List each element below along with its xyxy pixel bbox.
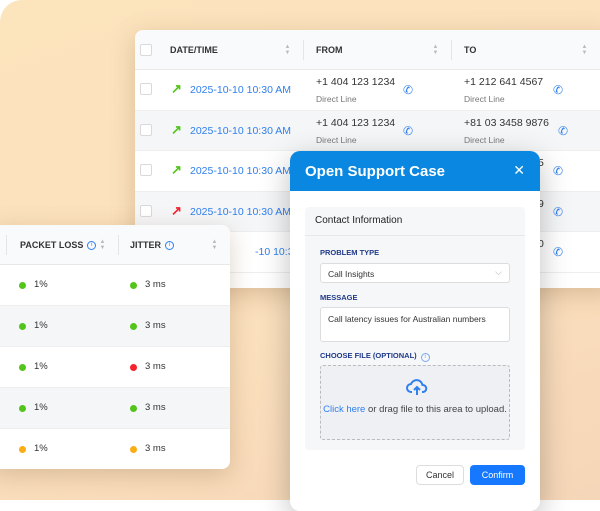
datetime-link[interactable]: 2025-10-10 10:30 AM xyxy=(190,205,291,218)
table-row[interactable]: ↗ 2025-10-10 10:30 AM +1 404 123 1234 Direc… xyxy=(135,110,600,151)
click-here-link[interactable]: Click here xyxy=(323,404,366,415)
divider xyxy=(118,235,119,255)
problem-type-label: PROBLEM TYPE xyxy=(320,248,380,257)
jitter-value: 3 ms xyxy=(145,402,166,413)
from-label: Direct Line xyxy=(316,134,357,145)
phone-icon[interactable]: ✆ xyxy=(553,164,564,178)
to-label: Direct Line xyxy=(464,134,505,145)
table-row[interactable]: 1% 3 ms xyxy=(0,429,230,469)
to-number: +1 212 641 4567 xyxy=(464,76,544,88)
from-label: Direct Line xyxy=(316,94,357,104)
status-dot xyxy=(19,282,26,289)
status-dot xyxy=(19,405,26,412)
jitter-value: 3 ms xyxy=(145,443,166,454)
section-title: Contact Information xyxy=(305,207,525,236)
divider xyxy=(303,40,304,60)
message-label: MESSAGE xyxy=(320,293,358,302)
problem-type-value: Call Insights xyxy=(328,269,375,279)
table-row[interactable]: 1% 3 ms xyxy=(0,306,230,347)
to-number: +81 03 3458 9876 xyxy=(464,116,549,129)
contact-information-section: Contact Information PROBLEM TYPE Call In… xyxy=(305,207,525,450)
to-number: 9 xyxy=(538,197,544,210)
cancel-button[interactable]: Cancel xyxy=(416,465,464,485)
to-number: 0 xyxy=(538,238,544,250)
outgoing-call-arrow-icon: ↗ xyxy=(171,202,182,218)
divider xyxy=(451,40,452,60)
status-dot xyxy=(130,323,137,330)
file-label-text: CHOOSE FILE (OPTIONAL) xyxy=(320,351,417,360)
phone-icon[interactable]: ✆ xyxy=(403,83,414,97)
support-case-modal: Open Support Case ✕ Contact Information … xyxy=(290,151,540,511)
header-jitter[interactable]: JITTER xyxy=(130,240,162,250)
row-checkbox[interactable] xyxy=(140,204,152,217)
to-number: 5 xyxy=(538,157,544,169)
header-packet-loss[interactable]: PACKET LOSS xyxy=(20,240,84,250)
status-dot xyxy=(19,364,26,371)
file-label: CHOOSE FILE (OPTIONAL) i xyxy=(320,351,430,362)
sort-icon[interactable]: ▲ ▼ xyxy=(581,44,588,56)
phone-icon[interactable]: ✆ xyxy=(553,83,564,97)
table-header: PACKET LOSS i ▲ ▼ JITTER i ▲ ▼ xyxy=(0,225,230,265)
from-number: +1 404 123 1234 xyxy=(316,76,396,88)
upload-text: or drag file to this area to upload. xyxy=(365,404,507,415)
sort-icon[interactable]: ▲ ▼ xyxy=(284,44,291,56)
info-icon[interactable]: i xyxy=(87,240,97,250)
jitter-value: 3 ms xyxy=(145,279,166,290)
jitter-value: 3 ms xyxy=(145,320,166,331)
table-header: DATE/TIME ▲ ▼ FROM ▲ ▼ TO ▲ ▼ xyxy=(135,30,600,70)
divider xyxy=(6,235,7,255)
outgoing-call-arrow-icon: ↗ xyxy=(171,81,182,96)
sort-icon[interactable]: ▲ ▼ xyxy=(432,44,439,56)
row-checkbox[interactable] xyxy=(140,123,152,136)
status-dot xyxy=(19,446,26,453)
outgoing-call-arrow-icon: ↗ xyxy=(171,121,182,137)
outgoing-call-arrow-icon: ↗ xyxy=(171,162,182,177)
cloud-upload-icon xyxy=(406,379,428,395)
row-checkbox[interactable] xyxy=(140,164,152,176)
packet-loss-value: 1% xyxy=(34,402,48,413)
phone-icon[interactable]: ✆ xyxy=(403,123,414,138)
phone-icon[interactable]: ✆ xyxy=(558,123,569,138)
jitter-value: 3 ms xyxy=(145,361,166,372)
confirm-button[interactable]: Confirm xyxy=(470,465,525,485)
status-dot xyxy=(130,405,137,412)
sort-icon[interactable]: ▲ ▼ xyxy=(99,239,106,251)
status-dot xyxy=(19,323,26,330)
info-icon[interactable]: i xyxy=(420,353,430,362)
phone-icon[interactable]: ✆ xyxy=(553,204,564,219)
packet-loss-value: 1% xyxy=(34,279,48,290)
chevron-down-icon: ⌵ xyxy=(495,267,502,277)
status-dot xyxy=(130,446,137,453)
packet-loss-value: 1% xyxy=(34,320,48,331)
status-dot xyxy=(130,364,137,371)
modal-title: Open Support Case xyxy=(305,162,446,180)
datetime-link[interactable]: 2025-10-10 10:30 AM xyxy=(190,84,291,96)
call-quality-table: PACKET LOSS i ▲ ▼ JITTER i ▲ ▼ 1% 3 ms 1% 3 … xyxy=(0,225,230,469)
table-row[interactable]: 1% 3 ms xyxy=(0,388,230,429)
datetime-link[interactable]: 2025-10-10 10:30 AM xyxy=(190,165,291,177)
message-textarea[interactable]: Call latency issues for Australian numbe… xyxy=(320,307,510,342)
phone-icon[interactable]: ✆ xyxy=(553,245,564,259)
header-to[interactable]: TO xyxy=(464,45,477,55)
sort-icon[interactable]: ▲ ▼ xyxy=(211,239,218,251)
datetime-link[interactable]: 2025-10-10 10:30 AM xyxy=(190,124,291,137)
table-row[interactable]: ↗ 2025-10-10 10:30 AM +1 404 123 1234 Direc… xyxy=(135,70,600,111)
table-row[interactable]: 1% 3 ms xyxy=(0,265,230,306)
modal-header: Open Support Case ✕ xyxy=(290,151,540,191)
packet-loss-value: 1% xyxy=(34,443,48,454)
from-number: +1 404 123 1234 xyxy=(316,116,396,129)
info-icon[interactable]: i xyxy=(165,240,175,250)
header-from[interactable]: FROM xyxy=(316,45,343,55)
table-row[interactable]: 1% 3 ms xyxy=(0,347,230,388)
header-datetime[interactable]: DATE/TIME xyxy=(170,45,218,55)
problem-type-select[interactable]: Call Insights ⌵ xyxy=(320,263,510,283)
status-dot xyxy=(130,282,137,289)
close-icon[interactable]: ✕ xyxy=(513,162,525,178)
to-label: Direct Line xyxy=(464,94,505,104)
packet-loss-value: 1% xyxy=(34,361,48,372)
row-checkbox[interactable] xyxy=(140,83,152,95)
select-all-checkbox[interactable] xyxy=(140,44,152,56)
file-dropzone[interactable]: Click here or drag file to this area to … xyxy=(320,365,510,440)
